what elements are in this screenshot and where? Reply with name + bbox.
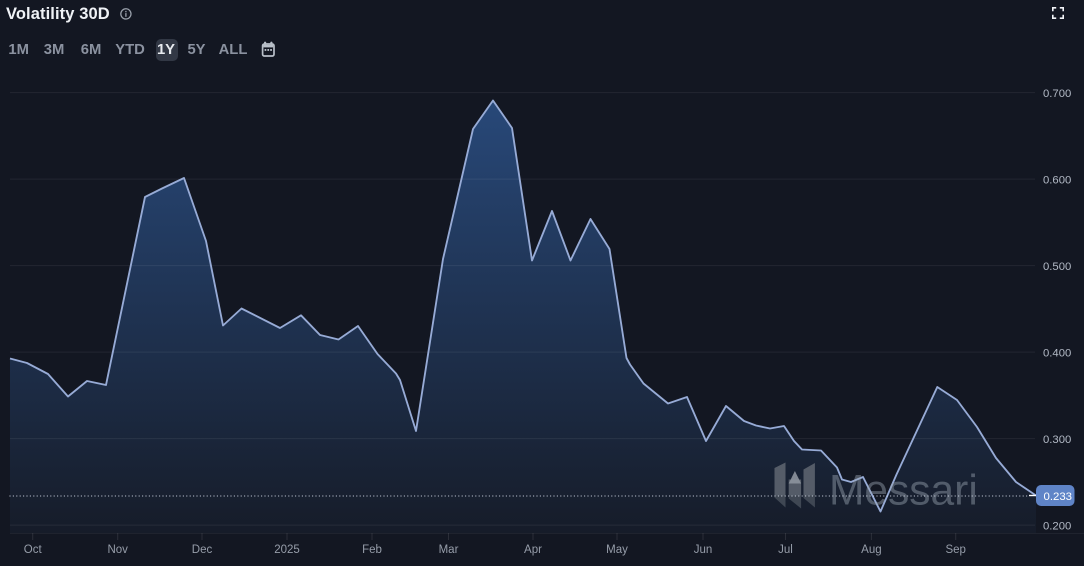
svg-text:0.400: 0.400	[1043, 347, 1071, 359]
svg-text:Nov: Nov	[107, 544, 128, 556]
svg-text:0.233: 0.233	[1044, 491, 1073, 503]
svg-text:Dec: Dec	[192, 544, 213, 556]
svg-text:0.700: 0.700	[1043, 88, 1071, 100]
svg-text:0.500: 0.500	[1043, 261, 1071, 273]
svg-text:2025: 2025	[274, 544, 300, 556]
svg-text:Jun: Jun	[694, 544, 713, 556]
svg-text:Oct: Oct	[24, 544, 43, 556]
svg-text:Feb: Feb	[362, 544, 382, 556]
svg-text:May: May	[606, 544, 628, 556]
svg-text:Apr: Apr	[524, 544, 542, 556]
svg-text:0.300: 0.300	[1043, 434, 1071, 446]
svg-text:Mar: Mar	[439, 544, 459, 556]
svg-text:Jul: Jul	[778, 544, 793, 556]
svg-text:Aug: Aug	[861, 544, 881, 556]
svg-text:0.200: 0.200	[1043, 520, 1071, 532]
svg-text:Messari: Messari	[829, 468, 978, 515]
svg-text:Sep: Sep	[945, 544, 965, 556]
svg-text:0.600: 0.600	[1043, 174, 1071, 186]
